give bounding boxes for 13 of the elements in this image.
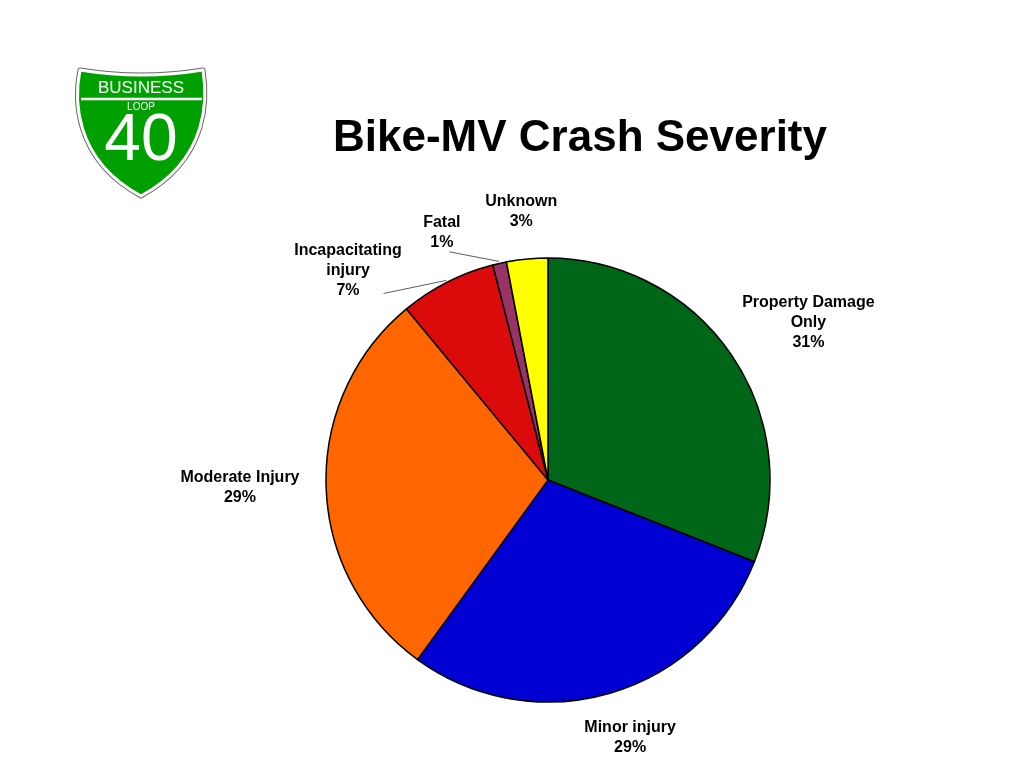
slice-label: Unknown xyxy=(485,192,558,210)
chart-title: Bike-MV Crash Severity xyxy=(333,111,828,160)
data-label: 31% xyxy=(792,332,825,350)
data-label: 1% xyxy=(430,233,454,251)
data-label: 3% xyxy=(509,212,533,230)
slice-label: Incapacitating injury xyxy=(294,240,402,278)
slice-label: Moderate Injury xyxy=(180,468,300,486)
slice-label: Property Damage Only xyxy=(742,292,875,330)
data-label: 7% xyxy=(336,280,360,298)
data-label: 29% xyxy=(614,737,647,755)
data-label: 29% xyxy=(223,488,256,506)
slice-label: Minor injury xyxy=(584,717,677,735)
slice-label: Fatal xyxy=(423,213,461,231)
